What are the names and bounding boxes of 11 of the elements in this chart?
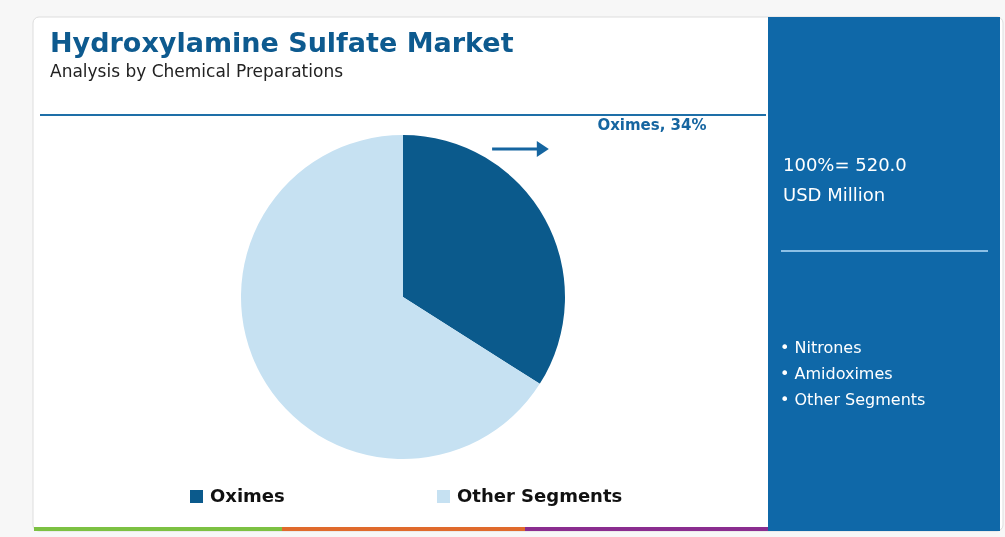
legend-label: Other Segments [457,485,623,506]
data-label: Oximes, 34% [597,116,707,134]
text: • Amidoximes [780,364,893,383]
chart-subtitle: Analysis by Chemical Preparations [50,61,344,81]
chart-title: Hydroxylamine Sulfate Market [50,27,514,58]
text: • Other Segments [780,390,926,409]
text: • Nitrones [780,338,862,357]
pie-slice [241,135,540,459]
text: 100%= 520.0 USD Million [783,153,908,207]
legend-label: Oximes [210,485,285,506]
pie-slice [403,135,565,384]
